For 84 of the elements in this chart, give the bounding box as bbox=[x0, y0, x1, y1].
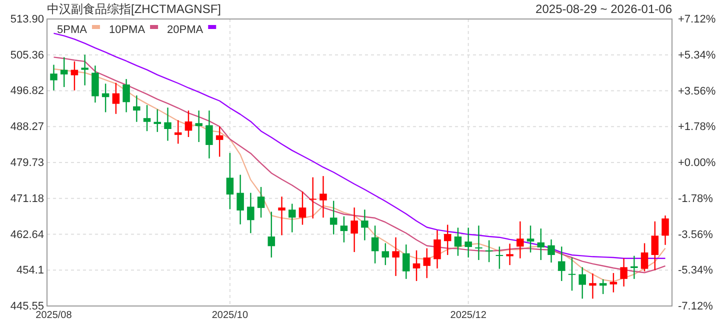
candlestick bbox=[247, 192, 254, 234]
y2-tick-label: -5.34% bbox=[678, 264, 714, 277]
x-tick-label: 2025/12 bbox=[450, 310, 487, 320]
candlestick bbox=[485, 240, 493, 263]
candlestick bbox=[558, 246, 566, 282]
candlestick bbox=[257, 186, 265, 218]
candlestick bbox=[330, 200, 338, 236]
y-tick-label: 462.64 bbox=[10, 228, 44, 241]
candlestick bbox=[423, 248, 430, 279]
candlestick bbox=[350, 206, 358, 253]
candlestick bbox=[599, 278, 607, 295]
candlestick bbox=[630, 255, 638, 280]
y-tick-label: 488.27 bbox=[10, 121, 44, 134]
candlestick bbox=[526, 224, 534, 254]
candlestick bbox=[402, 244, 410, 280]
candlestick bbox=[81, 54, 88, 86]
candlestick bbox=[206, 110, 213, 160]
candlestick bbox=[278, 196, 286, 236]
candlestick bbox=[382, 242, 390, 266]
candlestick bbox=[288, 203, 296, 233]
candlestick bbox=[434, 230, 441, 270]
candlestick bbox=[548, 238, 555, 264]
candlestick bbox=[620, 258, 628, 288]
y2-tick-label: +0.00% bbox=[678, 157, 716, 170]
candlestick bbox=[112, 82, 120, 114]
candlestick bbox=[537, 228, 545, 261]
chart-subtitle: 2025-08-29 ~ 2026-01-06 bbox=[536, 2, 672, 16]
y-tick-label: 479.73 bbox=[10, 157, 44, 169]
candlestick bbox=[184, 110, 192, 138]
candlestick bbox=[464, 227, 472, 258]
candlestick bbox=[320, 175, 327, 218]
candlestick bbox=[154, 108, 162, 133]
candlestick bbox=[174, 120, 182, 144]
candlestick bbox=[662, 214, 669, 246]
candlestick bbox=[568, 256, 576, 292]
y2-tick-label: +3.56% bbox=[678, 85, 716, 98]
y2-tick-label: -7.12% bbox=[678, 300, 714, 313]
x-tick-label: 2025/08 bbox=[36, 310, 72, 320]
candlestick bbox=[412, 250, 420, 282]
candlestick bbox=[70, 60, 78, 91]
candlestick bbox=[143, 104, 151, 132]
chart-title: 中汉副食品综指[ZHCTMAGNSF] bbox=[47, 2, 221, 16]
candlestick bbox=[640, 242, 648, 272]
candlestick bbox=[164, 107, 172, 142]
candlestick bbox=[516, 220, 524, 259]
legend-label: 5PMA bbox=[57, 24, 88, 36]
legend-label: 20PMA bbox=[167, 24, 204, 36]
candlestick bbox=[50, 64, 58, 91]
candlestick bbox=[122, 78, 130, 113]
candlestick bbox=[371, 224, 379, 264]
candlestick bbox=[60, 56, 68, 88]
candlestick bbox=[226, 152, 234, 210]
candlestick bbox=[651, 220, 659, 271]
candlestick bbox=[506, 243, 514, 266]
candlestick bbox=[475, 224, 482, 261]
candlestick bbox=[216, 126, 224, 158]
candlestick bbox=[496, 246, 504, 270]
candlestick bbox=[298, 190, 306, 226]
candlestick bbox=[361, 209, 368, 241]
y-tick-label: 454.1 bbox=[16, 264, 44, 277]
candlestick bbox=[133, 94, 140, 122]
candlestick bbox=[309, 176, 316, 220]
candlestick bbox=[589, 272, 596, 300]
y2-tick-label: +5.34% bbox=[678, 49, 716, 62]
y-tick-label: 496.82 bbox=[10, 85, 44, 98]
candlestick bbox=[236, 174, 244, 225]
candlestick bbox=[92, 65, 99, 104]
y2-tick-label: +7.12% bbox=[678, 14, 716, 26]
candlestick bbox=[610, 272, 618, 293]
y2-tick-label: -3.56% bbox=[678, 228, 714, 241]
candlestick bbox=[444, 224, 452, 256]
candlestick bbox=[340, 216, 348, 243]
candlestick bbox=[268, 211, 276, 258]
y-tick-label: 513.90 bbox=[10, 14, 44, 26]
y-tick-label: 505.36 bbox=[10, 49, 44, 62]
y2-tick-label: -1.78% bbox=[678, 192, 714, 205]
candlestick bbox=[454, 227, 462, 256]
candlestick bbox=[195, 110, 202, 143]
x-tick-label: 2025/10 bbox=[212, 310, 248, 320]
y2-tick-label: +1.78% bbox=[678, 121, 716, 134]
candlestick bbox=[392, 236, 400, 277]
y-tick-label: 471.18 bbox=[10, 192, 44, 205]
candlestick bbox=[578, 266, 586, 300]
legend-label: 10PMA bbox=[108, 24, 146, 36]
